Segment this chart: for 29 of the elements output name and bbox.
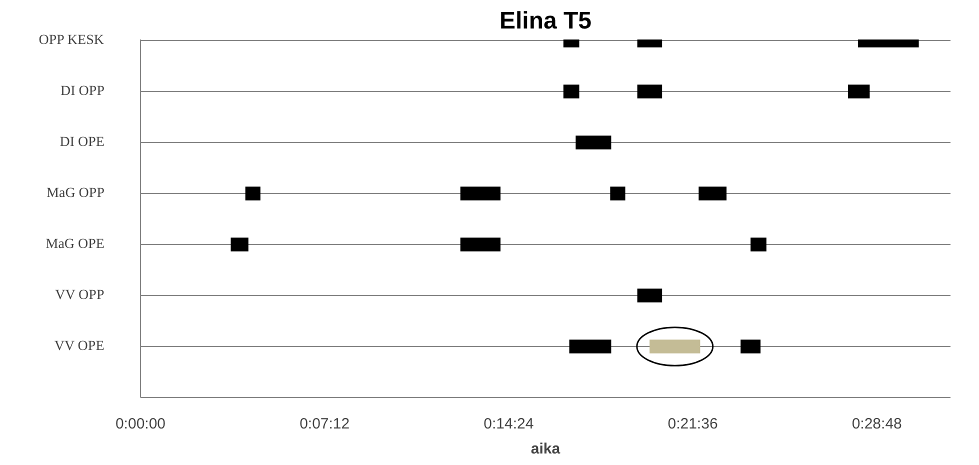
y-tick-label: OPP KESK: [38, 33, 104, 48]
y-tick-label: VV OPP: [55, 288, 104, 304]
bar: [740, 340, 761, 354]
bar: [698, 186, 727, 200]
bar: [460, 238, 500, 252]
x-axis-title: aika: [530, 440, 561, 458]
bar: [848, 84, 870, 98]
bar: [563, 84, 580, 98]
chart-title: Elina T5: [499, 8, 592, 34]
x-tick-label: 0:21:36: [668, 416, 718, 432]
bar: [610, 186, 626, 200]
y-tick-label: DI OPE: [60, 135, 105, 150]
x-tick-label: 0:14:24: [484, 416, 534, 432]
bar: [750, 238, 766, 252]
bar: [576, 136, 612, 150]
bar: [230, 238, 248, 252]
bar: [569, 340, 612, 354]
y-tick-label: MaG OPE: [46, 237, 105, 252]
x-tick-label: 0:00:00: [115, 416, 166, 432]
bar: [245, 186, 260, 200]
x-tick-label: 0:07:12: [300, 416, 350, 432]
bar: [637, 288, 662, 302]
bar: [637, 84, 662, 98]
x-tick-label: 0:28:48: [852, 416, 902, 432]
y-tick-label: VV OPE: [54, 339, 104, 354]
y-tick-label: DI OPP: [60, 84, 105, 100]
bar: [650, 340, 700, 354]
bar: [460, 186, 500, 200]
y-tick-label: MaG OPP: [46, 186, 105, 202]
